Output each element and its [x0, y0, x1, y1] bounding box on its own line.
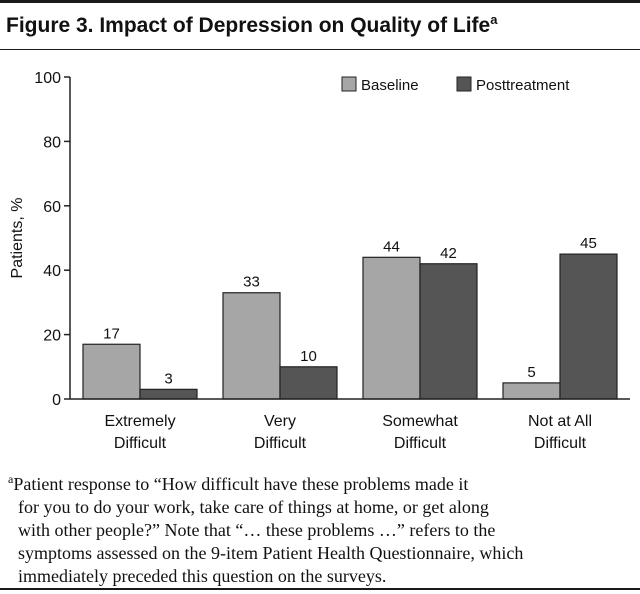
data-label: 44	[383, 238, 400, 255]
y-axis-title: Patients, %	[9, 198, 26, 279]
bar-posttreatment	[559, 253, 618, 400]
x-axis: Extremely Difficult Very Difficult Somewhat D…	[70, 398, 630, 452]
title-footnote-marker: a	[490, 12, 498, 27]
bar-posttreatment	[139, 388, 198, 400]
x-tick-label: Not at All	[528, 413, 592, 430]
bottom-rule	[0, 588, 640, 590]
data-label: 33	[243, 274, 260, 291]
data-label: 45	[580, 235, 597, 252]
x-tick-label: Difficult	[394, 435, 447, 452]
data-label: 10	[300, 348, 317, 365]
legend-label: Posttreatment	[476, 77, 570, 94]
legend: Baseline Posttreatment	[341, 76, 570, 94]
bar-baseline	[362, 256, 421, 400]
footnote-line-1: aPatient response to “How difficult have…	[8, 468, 633, 496]
bar-baseline	[502, 382, 561, 400]
data-label: 17	[103, 325, 120, 342]
footnote-marker: a	[8, 472, 14, 486]
x-tick-label: Somewhat	[382, 413, 458, 430]
y-tick-label: 80	[43, 134, 61, 151]
y-tick-label: 40	[43, 263, 61, 280]
footnote-line-3: with other people?” Note that “… these p…	[18, 520, 496, 540]
data-label: 3	[164, 370, 172, 387]
legend-label: Baseline	[361, 77, 419, 94]
bar-posttreatment	[279, 366, 338, 400]
y-axis: 0 20 40 60 80 100 Patients, %	[9, 70, 71, 409]
data-label: 42	[440, 245, 457, 262]
footnote-line-5: immediately preceded this question on th…	[18, 566, 387, 586]
x-tick-label: Difficult	[114, 435, 167, 452]
x-tick-label: Difficult	[534, 435, 587, 452]
title-rule	[0, 49, 640, 50]
y-tick-label: 0	[52, 392, 61, 409]
y-tick-label: 100	[34, 70, 61, 87]
y-tick-label: 60	[43, 199, 61, 216]
legend-swatch	[456, 76, 472, 92]
footnote-text-1: Patient response to “How difficult have …	[13, 474, 469, 494]
figure-title-text: Figure 3. Impact of Depression on Qualit…	[6, 14, 491, 37]
y-tick-label: 20	[43, 328, 61, 345]
x-tick-label: Very	[264, 413, 296, 430]
footnote: aPatient response to “How difficult have…	[8, 468, 633, 588]
legend-swatch	[341, 76, 357, 92]
bar-posttreatment	[419, 263, 478, 400]
x-tick-label: Difficult	[254, 435, 307, 452]
figure-title: Figure 3. Impact of Depression on Qualit…	[6, 12, 497, 38]
footnote-line-2: for you to do your work, take care of th…	[18, 497, 489, 517]
data-label: 5	[527, 364, 535, 381]
x-tick-label: Extremely	[104, 413, 175, 430]
footnote-line-4: symptoms assessed on the 9-item Patient …	[18, 543, 524, 563]
bar-baseline	[222, 292, 281, 400]
bar-baseline	[82, 343, 141, 400]
top-rule	[0, 0, 640, 3]
